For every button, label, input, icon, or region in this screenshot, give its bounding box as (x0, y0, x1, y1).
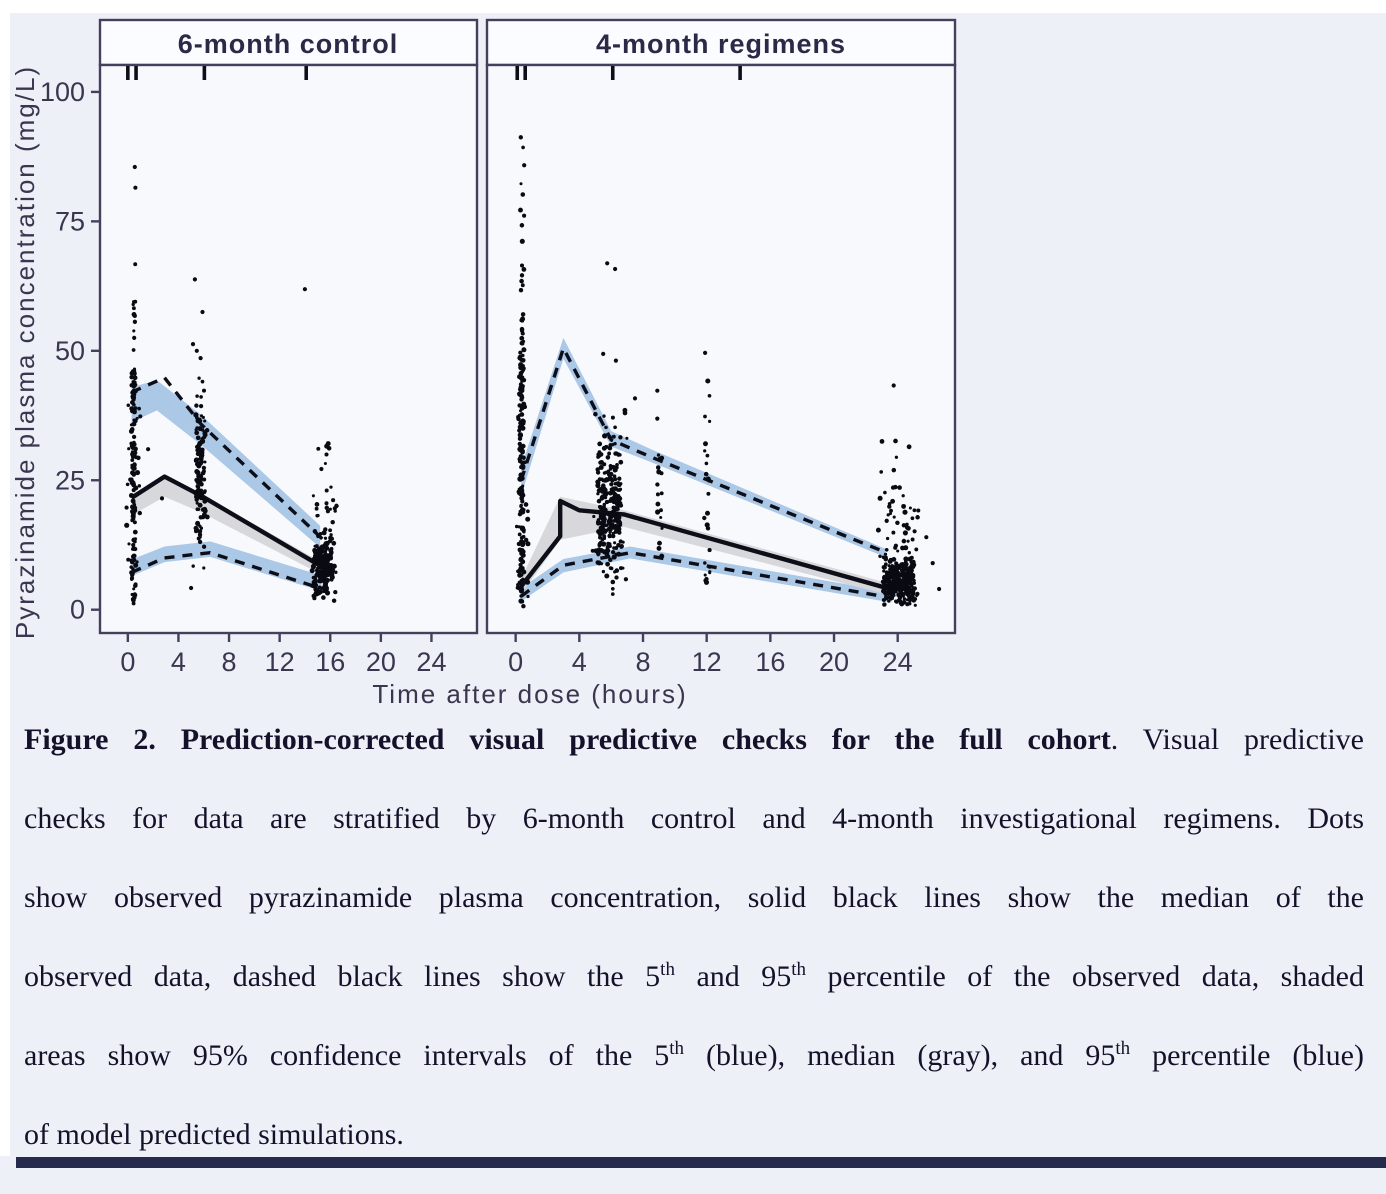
top-margin (0, 0, 1386, 13)
vpc-figure: 0 4 8 12 16 20 24 0 25 50 75 100 0 4 8 12 16 20 24 6-month… (10, 18, 957, 709)
panel-title-6-month: 6-month control (178, 29, 398, 59)
x-tick-label: 8 (635, 647, 650, 677)
y-tick-label: 100 (40, 77, 85, 107)
caption-line: observed data, dashed black lines show t… (24, 959, 1364, 993)
x-tick-label: 20 (366, 647, 396, 677)
left-margin (0, 0, 10, 1156)
figure-caption: Figure 2. Prediction-corrected visual pr… (24, 720, 1364, 1194)
x-tick-label: 8 (222, 647, 237, 677)
median-line (519, 498, 899, 594)
p5-percentile-line (520, 550, 895, 600)
caption-line: Figure 2. Prediction-corrected visual pr… (24, 723, 1364, 756)
median-line (130, 474, 324, 570)
ci-band-p5 (521, 546, 892, 603)
ci-band-p5 (131, 541, 322, 592)
x-tick-label: 0 (508, 647, 523, 677)
x-tick-label: 24 (883, 647, 913, 677)
x-tick-label: 16 (315, 647, 345, 677)
caption-line: checks for data are stratified by 6-mont… (24, 802, 1364, 835)
p5-percentile-line (130, 550, 324, 591)
y-tick-label: 75 (55, 206, 85, 236)
bottom-bar (16, 1157, 1386, 1168)
caption-line: show observed pyrazinamide plasma concen… (24, 881, 1364, 914)
y-tick-label: 50 (55, 336, 85, 366)
y-ticks: 0 25 50 75 100 (40, 77, 100, 625)
x-tick-label: 4 (171, 647, 186, 677)
x-ticks: 0 4 8 12 16 20 24 (508, 633, 913, 677)
x-tick-label: 12 (265, 647, 295, 677)
observed-dots (514, 135, 942, 609)
ci-bands (131, 380, 322, 592)
caption-line: of model predicted simulations. (24, 1118, 404, 1151)
ci-band-p95 (521, 337, 885, 557)
x-tick-label: 20 (819, 647, 849, 677)
panel-0: 0 4 8 12 16 20 24 0 25 50 75 100 (40, 18, 479, 677)
y-axis-label: Pyrazinamide plasma concentration (mg/L) (10, 65, 40, 639)
top-ticks (126, 66, 309, 80)
y-tick-label: 0 (70, 595, 85, 625)
x-tick-label: 16 (755, 647, 785, 677)
observed-dots (124, 164, 339, 606)
panel-1: 0 4 8 12 16 20 24 (485, 18, 957, 677)
x-tick-label: 12 (692, 647, 722, 677)
top-ticks (515, 66, 742, 80)
y-tick-label: 25 (55, 465, 85, 495)
p95-percentile-line (519, 343, 888, 555)
x-tick-label: 0 (120, 647, 135, 677)
ci-band-p95 (131, 380, 321, 548)
paper-figure-page: { "page": { "background": "#edf0f7", "to… (0, 0, 1386, 1168)
panel-title-4-month: 4-month regimens (596, 29, 846, 59)
x-axis-label: Time after dose (hours) (372, 679, 687, 709)
caption-line: areas show 95% confidence intervals of t… (24, 1038, 1364, 1072)
x-ticks: 0 4 8 12 16 20 24 (120, 633, 446, 677)
ci-band-p50 (131, 477, 322, 575)
x-tick-label: 4 (572, 647, 587, 677)
x-tick-label: 24 (416, 647, 446, 677)
